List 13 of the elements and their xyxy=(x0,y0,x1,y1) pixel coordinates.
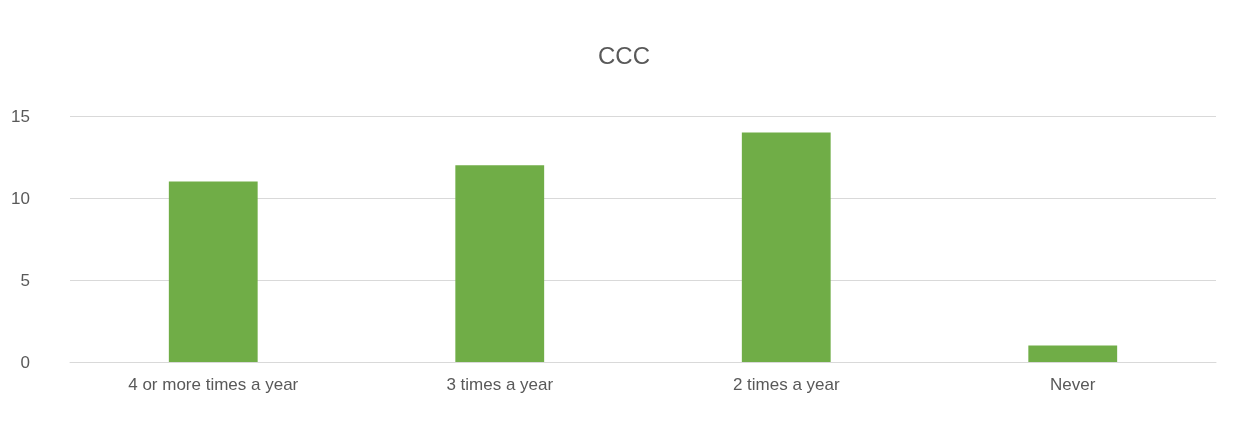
x-tick-label: Never xyxy=(1050,375,1096,394)
chart-title: CCC xyxy=(598,41,650,69)
y-tick-label: 15 xyxy=(11,106,30,126)
bar xyxy=(1028,345,1118,362)
y-tick-label: 10 xyxy=(11,188,30,208)
y-tick-label: 5 xyxy=(20,270,30,290)
bar xyxy=(741,132,831,362)
x-tick-label: 4 or more times a year xyxy=(128,375,299,394)
bar xyxy=(168,181,258,362)
x-tick-label: 2 times a year xyxy=(732,375,840,394)
y-tick-label: 0 xyxy=(20,352,30,372)
x-tick-label: 3 times a year xyxy=(446,375,554,394)
bar xyxy=(455,165,545,362)
